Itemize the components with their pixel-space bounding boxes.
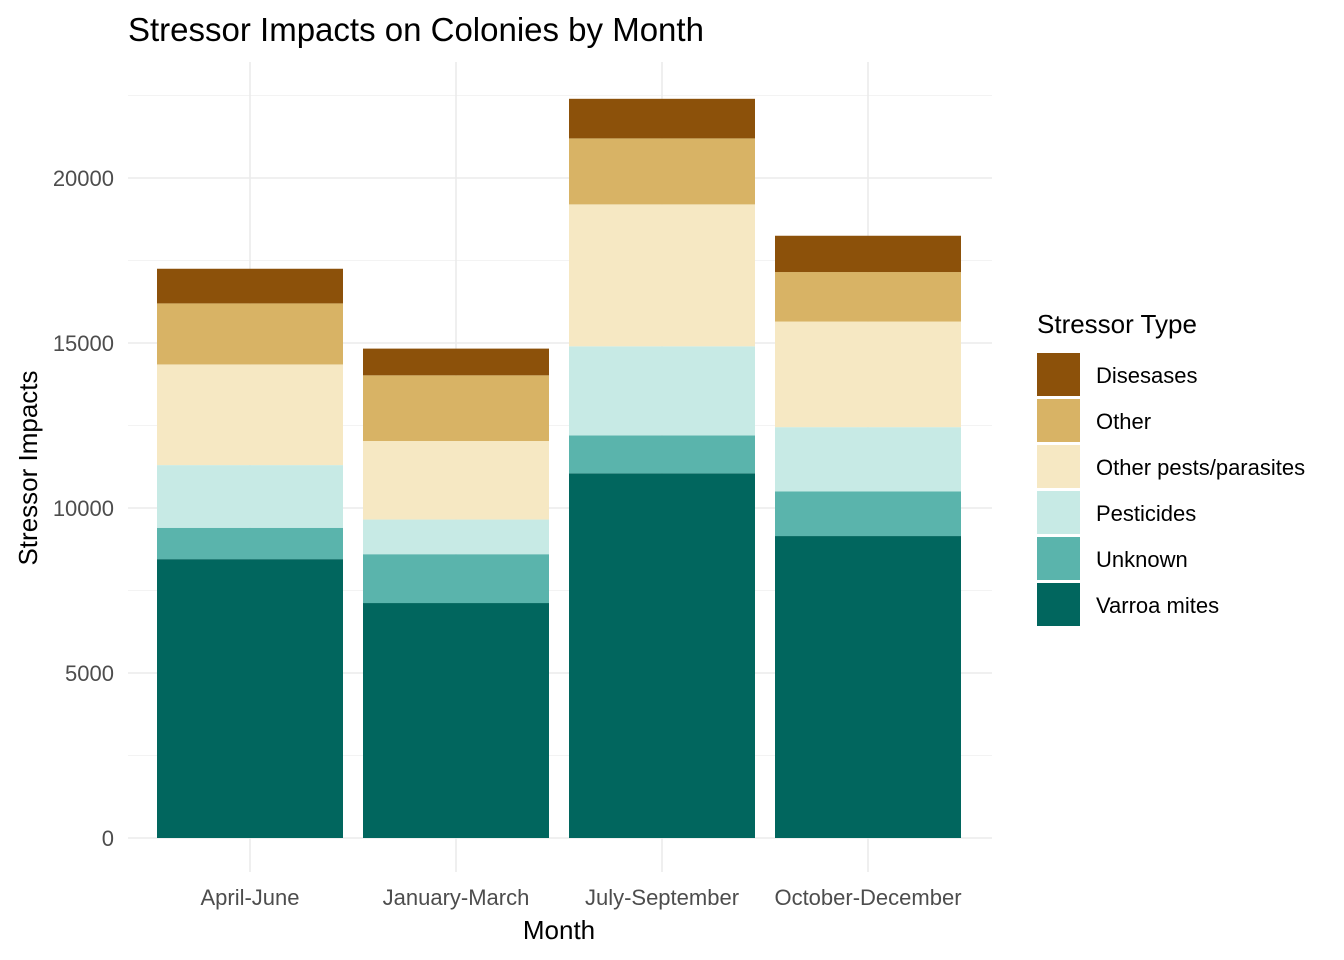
bar-segment <box>569 98 755 139</box>
bar-segment <box>157 527 343 560</box>
legend-label: Other <box>1096 409 1151 434</box>
legend-key <box>1037 583 1080 626</box>
legend-label: Varroa mites <box>1096 593 1219 618</box>
legend: Stressor Type Disesases Other Other pests/… <box>1037 309 1305 626</box>
bar-segment <box>775 491 961 537</box>
legend-title: Stressor Type <box>1037 309 1197 339</box>
bars <box>157 98 961 838</box>
legend-key <box>1037 537 1080 580</box>
y-tick-label: 10000 <box>53 496 114 521</box>
bar-segment <box>775 536 961 838</box>
x-axis-ticks: April-June January-March July-September Oct… <box>200 885 961 910</box>
bar-segment <box>363 519 549 555</box>
bar-segment <box>569 435 755 474</box>
bar-segment <box>569 346 755 436</box>
y-axis-ticks: 0 5000 10000 15000 20000 <box>53 166 114 851</box>
bar-segment <box>569 138 755 205</box>
y-tick-label: 5000 <box>65 661 114 686</box>
x-tick-label: October-December <box>774 885 961 910</box>
bar-segment <box>363 348 549 376</box>
legend-label: Pesticides <box>1096 501 1196 526</box>
bar-segment <box>775 321 961 428</box>
bar-segment <box>157 364 343 466</box>
bar-segment <box>363 554 549 604</box>
legend-label: Other pests/parasites <box>1096 455 1305 480</box>
bar-segment <box>775 427 961 492</box>
legend-key <box>1037 445 1080 488</box>
chart-title: Stressor Impacts on Colonies by Month <box>128 11 704 48</box>
x-tick-label: April-June <box>200 885 299 910</box>
y-tick-label: 0 <box>102 826 114 851</box>
legend-label: Disesases <box>1096 363 1197 388</box>
bar-segment <box>363 441 549 520</box>
y-tick-label: 20000 <box>53 166 114 191</box>
legend-key <box>1037 491 1080 534</box>
x-axis-title: Month <box>523 915 595 945</box>
legend-label: Unknown <box>1096 547 1188 572</box>
legend-key <box>1037 353 1080 396</box>
bar-segment <box>569 204 755 347</box>
y-axis-title: Stressor Impacts <box>13 370 43 565</box>
y-tick-label: 15000 <box>53 331 114 356</box>
bar-segment <box>363 375 549 442</box>
x-tick-label: January-March <box>383 885 530 910</box>
bar-segment <box>363 603 549 838</box>
bar-segment <box>157 559 343 838</box>
legend-key <box>1037 399 1080 442</box>
bar-segment <box>775 235 961 273</box>
bar-segment <box>157 303 343 365</box>
bar-segment <box>775 272 961 322</box>
x-tick-label: July-September <box>585 885 739 910</box>
bar-segment <box>569 473 755 838</box>
bar-segment <box>157 268 343 304</box>
bar-segment <box>157 465 343 528</box>
